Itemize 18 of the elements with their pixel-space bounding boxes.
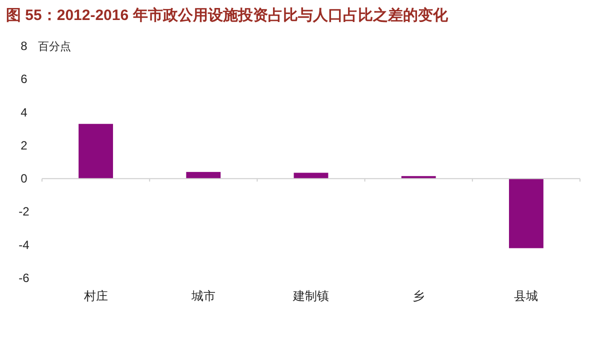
x-tick-label: 建制镇 [292,289,329,303]
x-tick-label: 城市 [190,289,216,303]
y-tick-label: 6 [20,72,28,86]
y-tick-label: -2 [18,204,30,219]
x-tick-label: 县城 [514,289,538,303]
y-tick-label: 4 [20,105,28,120]
bar [78,124,114,179]
y-tick-label: 0 [20,172,28,186]
y-tick-label: -4 [18,238,30,252]
y-axis-title: 百分点 [38,40,71,53]
y-tick-label: 2 [20,138,28,152]
bar [508,178,544,248]
y-tick-label: 8 [20,39,28,53]
x-tick-label: 村庄 [82,289,108,303]
bar [186,172,221,179]
chart-title: 图 55：2012-2016 年市政公用设施投资占比与人口占比之差的变化 [6,6,449,24]
x-tick-label: 乡 [412,289,425,303]
y-tick-label: -6 [18,271,30,285]
